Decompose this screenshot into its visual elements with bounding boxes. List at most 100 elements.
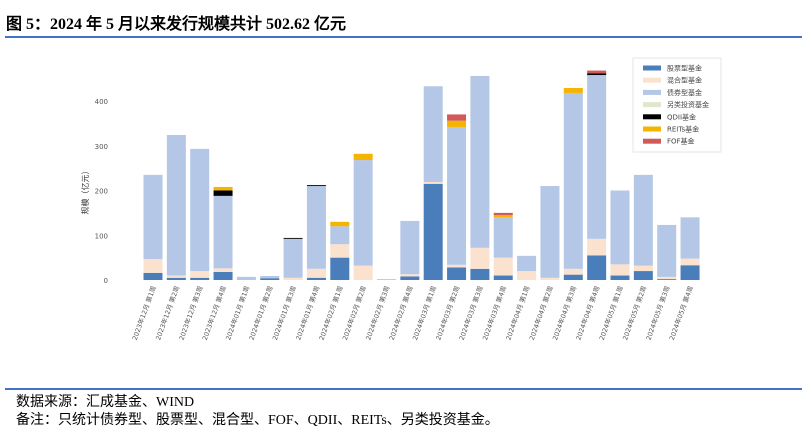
bar-segment [610,275,630,280]
x-tick-label: 2024年04月 第4周 [574,285,602,342]
x-tick-label: 2023年12月 第4周 [200,285,228,342]
bar-segment [493,257,513,276]
bar-segment [213,271,233,280]
y-tick-label: 0 [104,277,108,285]
x-tick-label: 2024年04月 第2周 [527,285,555,342]
x-tick-label: 2024年01月 第1周 [223,285,251,342]
bar-segment [563,274,583,280]
bar-segment [306,185,326,187]
bar-segment [517,271,537,280]
bar-segment [563,268,583,275]
bar-segment [470,268,490,280]
bar-segment [236,276,256,280]
x-tick-label: 2024年05月 第2周 [620,285,648,342]
bar-segment [213,186,233,191]
bar-segment [447,120,467,127]
legend-swatch [643,89,661,95]
x-tick-label: 2023年12月 第2周 [153,285,181,342]
x-tick-label: 2024年01月 第2周 [247,285,275,342]
legend-label: 股票型基金 [667,64,702,73]
bar-segment [166,275,186,278]
y-axis-label: 规模（亿元） [80,167,90,215]
bar-segment [260,275,280,279]
x-tick-label: 2023年12月 第3周 [177,285,205,342]
bar-segment [493,212,513,216]
legend-label: 另类投资基金 [667,100,709,109]
bar-segment [400,274,420,277]
bar-segment [283,237,303,239]
note-text: 备注：只统计债券型、股票型、混合型、FOF、QDII、REITs、另类投资基金。 [16,413,499,428]
x-tick-label: 2024年04月 第3周 [550,285,578,342]
x-tick-label: 2024年01月 第4周 [293,285,321,342]
bar-segment [330,257,350,280]
figure-title: 图 5：2024 年 5 月以来发行规模共计 502.62 亿元 [6,16,347,33]
legend-label: QDII基金 [667,112,696,121]
bar-segment [283,238,303,278]
bar-segment [213,190,233,196]
bar-segment [377,279,396,280]
bar-segment [470,75,490,248]
bar-segment [400,276,420,280]
x-tick-label: 2024年02月 第4周 [387,285,415,342]
legend-swatch [643,138,661,144]
bar-segment [190,277,210,280]
bar-segment [306,277,326,280]
bar-segment [213,195,233,269]
y-tick-label: 300 [95,143,108,151]
legend-label: 混合型基金 [667,76,702,85]
x-tick-label: 2024年03月 第3周 [457,285,485,342]
x-tick-label: 2024年02月 第3周 [363,285,391,342]
bar-segment [213,268,233,272]
legend-swatch [643,77,661,83]
bar-segment [587,255,607,280]
bar-segment [353,265,373,280]
bar-segment [330,244,350,258]
legend-label: 债券型基金 [667,88,702,97]
x-tick-label: 2024年03月 第4周 [480,285,508,342]
bar-segment [517,255,537,272]
bar-segment [330,226,350,245]
bar-segment [423,86,443,182]
bar-segment [493,217,513,258]
x-tick-label: 2024年05月 第3周 [644,285,672,342]
bar-segment [493,275,513,280]
bar-segment [633,271,653,280]
bar-segment [306,186,326,269]
bar-segment [423,183,443,280]
legend-swatch [643,114,661,120]
bar-segment [260,278,280,280]
legend-label: REITs基金 [667,125,699,134]
bar-segment [540,277,560,280]
bar-segment [143,272,163,280]
x-tick-label: 2024年04月 第1周 [504,285,532,342]
bar-segment [680,217,700,259]
bar-segment [447,126,467,265]
bar-segment [563,92,583,269]
legend-swatch [643,126,661,132]
x-tick-label: 2024年02月 第1周 [317,285,345,342]
bar-segment [540,186,560,278]
bar-segment [680,265,700,280]
bar-segment [143,174,163,259]
bar-segment [306,268,326,278]
bar-segment [610,190,630,265]
bar-segment [166,277,186,280]
bar-segment [423,181,443,184]
bar-segment [633,265,653,272]
bar-segment [587,75,607,239]
bar-segment [190,271,210,278]
x-tick-label: 2024年05月 第4周 [667,285,695,342]
bar-segment [680,258,700,266]
bar-segment [633,174,653,266]
bar-segment [587,238,607,256]
bar-segment [657,279,677,280]
bar-segment [143,258,163,273]
y-tick-label: 400 [95,98,108,106]
bar-segment [283,277,303,280]
x-tick-label: 2024年03月 第1周 [410,285,438,342]
y-tick-label: 100 [95,232,108,240]
legend-label: FOF基金 [667,137,695,146]
bar-segment [330,221,350,227]
footer-divider [5,388,802,390]
